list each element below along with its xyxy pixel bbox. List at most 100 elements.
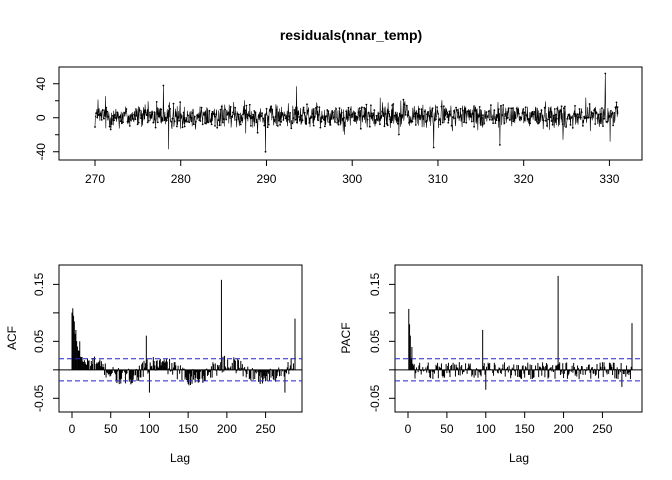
- residual-point: [288, 115, 290, 118]
- residual-point: [329, 124, 332, 126]
- residual-point: [616, 106, 619, 108]
- residual-point: [611, 112, 613, 115]
- residual-point: [582, 125, 584, 127]
- residual-point: [218, 124, 221, 127]
- pacf-plot-frame: [394, 264, 643, 413]
- residual-point: [494, 122, 497, 124]
- residual-point: [243, 112, 246, 115]
- residual-point: [364, 108, 367, 110]
- residual-point: [294, 118, 297, 121]
- residual-point: [115, 117, 118, 120]
- residual-point: [555, 113, 557, 116]
- pacf-y-label: PACF: [339, 322, 353, 353]
- residual-point: [520, 116, 523, 119]
- residual-point: [522, 108, 525, 110]
- residual-point: [274, 115, 277, 118]
- residual-point: [492, 122, 494, 124]
- residual-point: [485, 111, 488, 113]
- residual-point: [427, 111, 429, 113]
- residual-point: [296, 121, 298, 124]
- residual-point: [312, 124, 315, 127]
- residual-point: [578, 108, 581, 110]
- residual-point: [263, 124, 266, 127]
- residual-point: [539, 112, 542, 115]
- x-tick-label: 280: [171, 172, 191, 186]
- residual-point: [571, 127, 574, 129]
- residual-point: [583, 116, 585, 118]
- residual-point: [304, 122, 307, 125]
- residual-point: [264, 150, 267, 153]
- residual-point: [180, 115, 183, 118]
- residual-point: [542, 119, 545, 122]
- x-tick-label: 250: [592, 422, 612, 436]
- residual-point: [100, 119, 103, 121]
- residual-point: [320, 120, 323, 123]
- residual-point: [303, 111, 306, 114]
- residual-point: [565, 126, 567, 128]
- residual-point: [176, 125, 178, 128]
- residual-point: [615, 101, 618, 104]
- residual-point: [96, 116, 99, 119]
- residual-point: [145, 113, 148, 116]
- residual-point: [602, 125, 604, 127]
- residual-point: [448, 110, 451, 113]
- residual-point: [110, 123, 113, 125]
- residual-point: [404, 114, 407, 116]
- residual-point: [509, 119, 511, 121]
- residual-point: [495, 119, 498, 122]
- residual-point: [460, 117, 463, 120]
- residual-point: [289, 112, 291, 114]
- residual-point: [534, 119, 537, 121]
- residual-point: [440, 105, 443, 108]
- residual-point: [345, 110, 348, 113]
- residual-point: [429, 110, 432, 112]
- residual-point: [392, 103, 395, 105]
- residual-point: [253, 110, 256, 112]
- residual-point: [411, 120, 414, 123]
- residual-point: [147, 119, 150, 122]
- x-tick-label: 50: [104, 422, 118, 436]
- residual-point: [202, 113, 205, 116]
- residual-point: [333, 116, 335, 119]
- residual-point: [188, 121, 191, 124]
- residual-point: [465, 121, 468, 124]
- residual-point: [587, 116, 590, 119]
- residual-point: [280, 120, 283, 123]
- residual-point: [430, 115, 433, 118]
- residual-point: [464, 107, 466, 110]
- residual-point: [499, 144, 501, 146]
- residual-point: [183, 125, 186, 128]
- residuals-panel: residuals(nnar_temp) 270 280 290 300 310 320 3…: [34, 27, 643, 186]
- y-tick-label: 0.15: [368, 272, 382, 296]
- residual-point: [137, 121, 140, 124]
- residual-point: [311, 112, 314, 115]
- residual-point: [267, 123, 270, 126]
- residual-point: [290, 127, 293, 130]
- residual-point: [550, 120, 553, 122]
- residual-point: [189, 116, 192, 118]
- residual-point: [292, 117, 295, 119]
- residual-point: [521, 112, 524, 114]
- residual-point: [334, 121, 336, 123]
- residual-point: [136, 123, 139, 126]
- residual-point: [473, 125, 475, 128]
- residual-point: [269, 109, 271, 112]
- x-tick-label: 310: [428, 172, 448, 186]
- residual-point: [262, 117, 265, 120]
- residual-point: [389, 118, 391, 121]
- residual-point: [271, 108, 274, 111]
- residual-point: [501, 114, 503, 116]
- residual-point: [547, 118, 549, 121]
- y-tick-label: 0.05: [32, 329, 46, 353]
- acf-bars: [71, 279, 296, 393]
- residual-point: [479, 124, 482, 126]
- residual-point: [398, 133, 400, 136]
- residual-point: [529, 122, 531, 125]
- residual-point: [469, 116, 472, 118]
- residual-point: [402, 98, 405, 101]
- residual-point: [371, 112, 373, 115]
- residual-point: [367, 111, 370, 114]
- residual-point: [301, 119, 304, 122]
- residual-point: [414, 124, 417, 126]
- y-tick-label: 0.05: [368, 329, 382, 353]
